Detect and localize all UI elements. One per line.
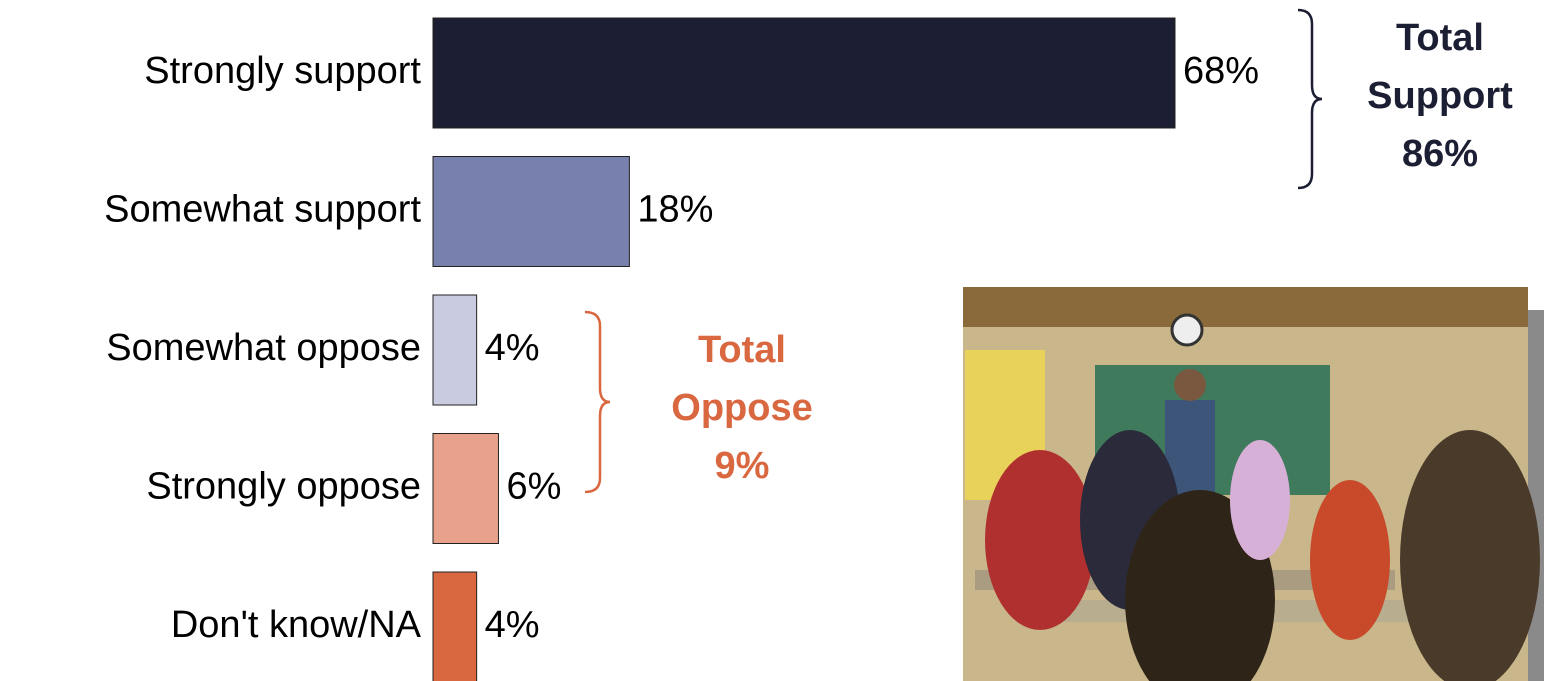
value-label: 18% bbox=[637, 189, 713, 231]
photo-clock bbox=[1170, 313, 1204, 347]
annotation: Support bbox=[1367, 75, 1513, 117]
support-brace bbox=[1297, 8, 1323, 190]
value-label: 6% bbox=[506, 466, 561, 508]
classroom-photo bbox=[963, 287, 1544, 681]
annotation: 86% bbox=[1402, 133, 1478, 175]
bar bbox=[432, 433, 499, 544]
bar bbox=[432, 294, 478, 406]
bar bbox=[432, 156, 630, 267]
photo-ceiling bbox=[963, 287, 1528, 327]
annotation: Total bbox=[698, 329, 786, 371]
annotation: Total bbox=[1396, 17, 1484, 59]
photo-student bbox=[1310, 480, 1390, 640]
category-label: Somewhat oppose bbox=[106, 327, 421, 369]
photo-teacher-head bbox=[1174, 369, 1206, 401]
bar bbox=[432, 571, 478, 681]
value-label: 4% bbox=[485, 327, 540, 369]
category-label: Somewhat support bbox=[104, 189, 421, 231]
photo-student bbox=[1230, 440, 1290, 560]
category-label: Don't know/NA bbox=[171, 604, 422, 646]
annotation: Oppose bbox=[671, 387, 812, 429]
value-label: 68% bbox=[1183, 50, 1259, 92]
photo-student bbox=[1400, 430, 1540, 681]
photo-student bbox=[985, 450, 1095, 630]
bar bbox=[432, 17, 1176, 129]
category-label: Strongly oppose bbox=[146, 466, 421, 508]
value-label: 4% bbox=[485, 604, 540, 646]
oppose-brace bbox=[584, 310, 611, 494]
category-label: Strongly support bbox=[144, 50, 421, 92]
annotation: 9% bbox=[715, 445, 770, 487]
